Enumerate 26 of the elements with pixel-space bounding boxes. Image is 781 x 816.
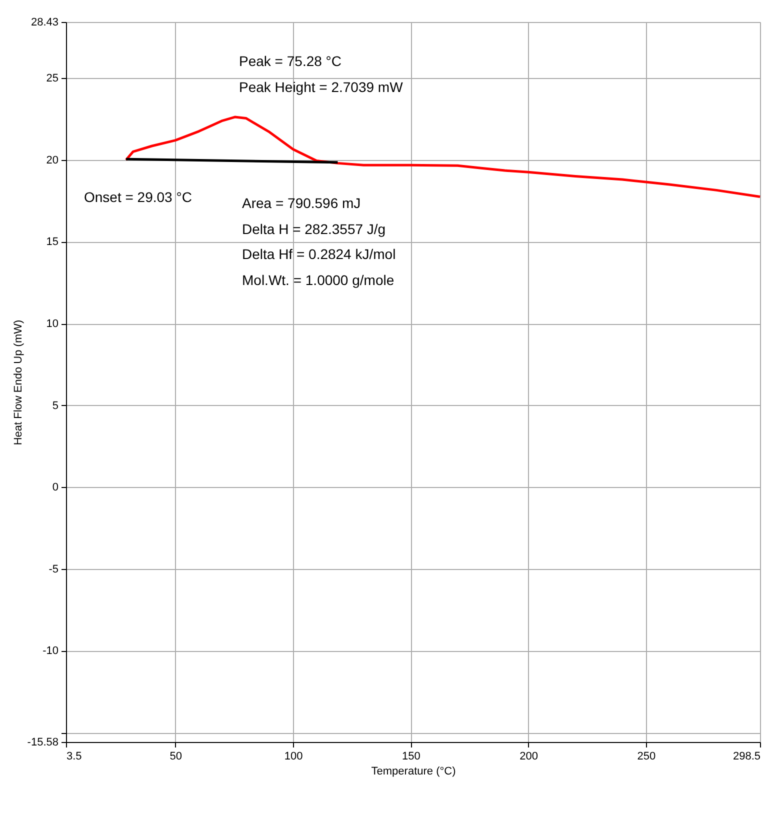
y-tick-label: -10 <box>42 645 58 658</box>
x-tick-label: 250 <box>637 750 656 762</box>
y-tick-label: -15.58 <box>27 736 58 748</box>
x-tick-label: 150 <box>402 750 420 762</box>
y-axis-title: Heat Flow Endo Up (mW) <box>12 320 24 446</box>
y-tick-label: 25 <box>46 72 58 85</box>
y-tick-label: 5 <box>52 400 58 412</box>
annotation: Area = 790.596 mJ <box>242 195 361 211</box>
annotation: Onset = 29.03 °C <box>84 189 192 205</box>
y-tick-label: -5 <box>48 563 58 576</box>
y-tick-label: 15 <box>46 236 58 248</box>
annotation: Mol.Wt. = 1.0000 g/mole <box>242 272 394 288</box>
x-tick-label: 298.5 <box>732 750 760 762</box>
y-tick-label: 0 <box>52 482 58 494</box>
y-tick-label: 10 <box>46 318 58 330</box>
x-tick-label: 50 <box>170 750 182 762</box>
x-axis-title: Temperature (°C) <box>371 766 456 778</box>
annotation: Delta H = 282.3557 J/g <box>242 221 386 237</box>
annotation: Delta Hf = 0.2824 kJ/mol <box>242 246 396 262</box>
y-tick-label: 20 <box>46 154 58 166</box>
y-tick-label: 28.43 <box>30 16 58 28</box>
x-tick-label: 3.5 <box>66 750 82 762</box>
annotation: Peak Height = 2.7039 mW <box>239 79 404 95</box>
x-tick-label: 100 <box>284 750 303 762</box>
annotation: Peak = 75.28 °C <box>239 53 342 69</box>
x-tick-label: 200 <box>520 750 538 762</box>
